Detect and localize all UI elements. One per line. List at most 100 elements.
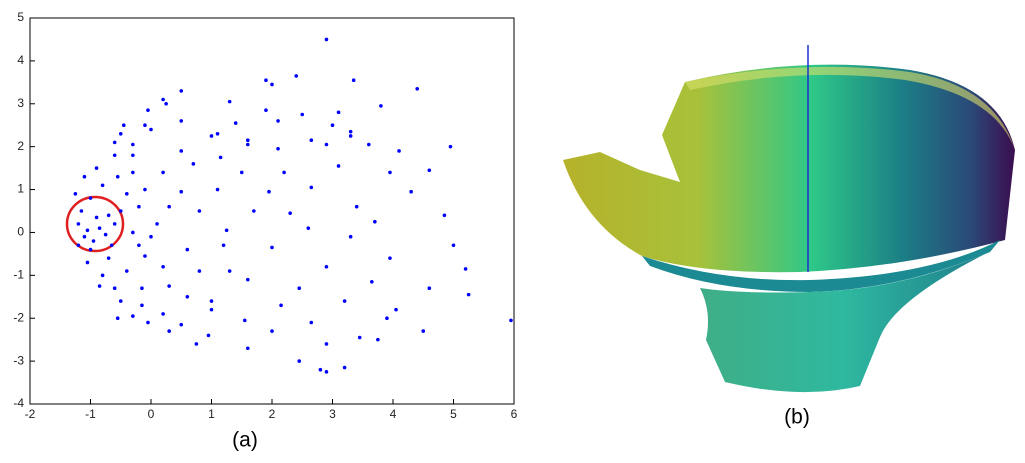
point — [186, 248, 190, 252]
point — [449, 145, 453, 149]
point — [319, 368, 323, 372]
point — [443, 213, 447, 217]
point — [86, 229, 90, 233]
point — [379, 104, 383, 108]
point — [270, 329, 274, 333]
point — [358, 336, 362, 340]
point — [119, 299, 123, 303]
point — [297, 359, 301, 363]
point — [179, 323, 183, 327]
point — [167, 329, 171, 333]
point — [331, 123, 335, 127]
point — [161, 98, 165, 102]
point — [370, 280, 374, 284]
point — [101, 183, 105, 187]
point — [288, 211, 292, 215]
point — [119, 132, 123, 136]
point — [219, 156, 223, 160]
point — [192, 162, 196, 166]
point — [388, 171, 392, 175]
point — [122, 123, 126, 127]
x-tick-label: 5 — [450, 407, 457, 421]
point — [110, 244, 114, 248]
point — [216, 188, 220, 192]
point — [179, 119, 183, 123]
point — [343, 299, 347, 303]
point — [373, 220, 377, 224]
point — [234, 121, 238, 125]
point — [240, 171, 244, 175]
point — [325, 38, 329, 42]
point — [198, 209, 202, 213]
y-tick-label: 4 — [17, 53, 24, 67]
point — [116, 316, 120, 320]
x-tick-label: -2 — [25, 407, 36, 421]
x-tick-label: 4 — [390, 407, 397, 421]
point — [452, 244, 456, 248]
y-tick-label: 0 — [17, 225, 24, 239]
point — [113, 153, 117, 157]
point — [267, 190, 271, 194]
point — [161, 265, 165, 269]
plot-frame — [30, 18, 514, 404]
point — [140, 304, 144, 308]
point — [415, 87, 419, 91]
point — [270, 83, 274, 87]
point — [225, 229, 229, 233]
point — [352, 78, 356, 82]
point — [349, 134, 353, 138]
point — [179, 149, 183, 153]
point — [161, 312, 165, 316]
point — [337, 164, 341, 168]
point — [394, 308, 398, 312]
point — [325, 265, 329, 269]
point — [149, 235, 153, 239]
point — [86, 261, 90, 265]
point — [146, 321, 150, 325]
point — [300, 113, 304, 117]
point — [125, 192, 129, 196]
point — [246, 278, 250, 282]
point — [119, 209, 123, 213]
point — [161, 171, 165, 175]
point — [367, 143, 371, 147]
caption-b: (b) — [784, 406, 810, 429]
point — [143, 254, 147, 258]
point — [349, 130, 353, 134]
point — [270, 246, 274, 250]
y-tick-label: 1 — [17, 182, 24, 196]
y-tick-label: -2 — [13, 310, 24, 324]
point — [264, 108, 268, 112]
y-tick-label: 3 — [17, 96, 24, 110]
point — [131, 231, 135, 235]
point — [210, 308, 214, 312]
point — [325, 143, 329, 147]
point — [167, 205, 171, 209]
x-tick-label: 6 — [511, 407, 518, 421]
point — [92, 239, 96, 243]
point — [186, 295, 190, 299]
point — [325, 370, 329, 374]
point — [349, 235, 353, 239]
point — [146, 108, 150, 112]
point — [107, 213, 111, 217]
point — [179, 190, 183, 194]
point — [310, 321, 314, 325]
point — [104, 233, 108, 237]
point — [355, 205, 359, 209]
point — [388, 256, 392, 260]
point — [216, 132, 220, 136]
point — [143, 188, 147, 192]
point — [385, 316, 389, 320]
point — [252, 209, 256, 213]
x-tick-label: 0 — [148, 407, 155, 421]
point — [210, 134, 214, 138]
point — [195, 342, 199, 346]
y-tick-label: 5 — [17, 10, 24, 24]
point — [83, 175, 87, 179]
point — [137, 244, 141, 248]
y-tick-label: 2 — [17, 139, 24, 153]
caption-a: (a) — [232, 429, 258, 452]
point — [113, 286, 117, 290]
point — [74, 192, 78, 196]
